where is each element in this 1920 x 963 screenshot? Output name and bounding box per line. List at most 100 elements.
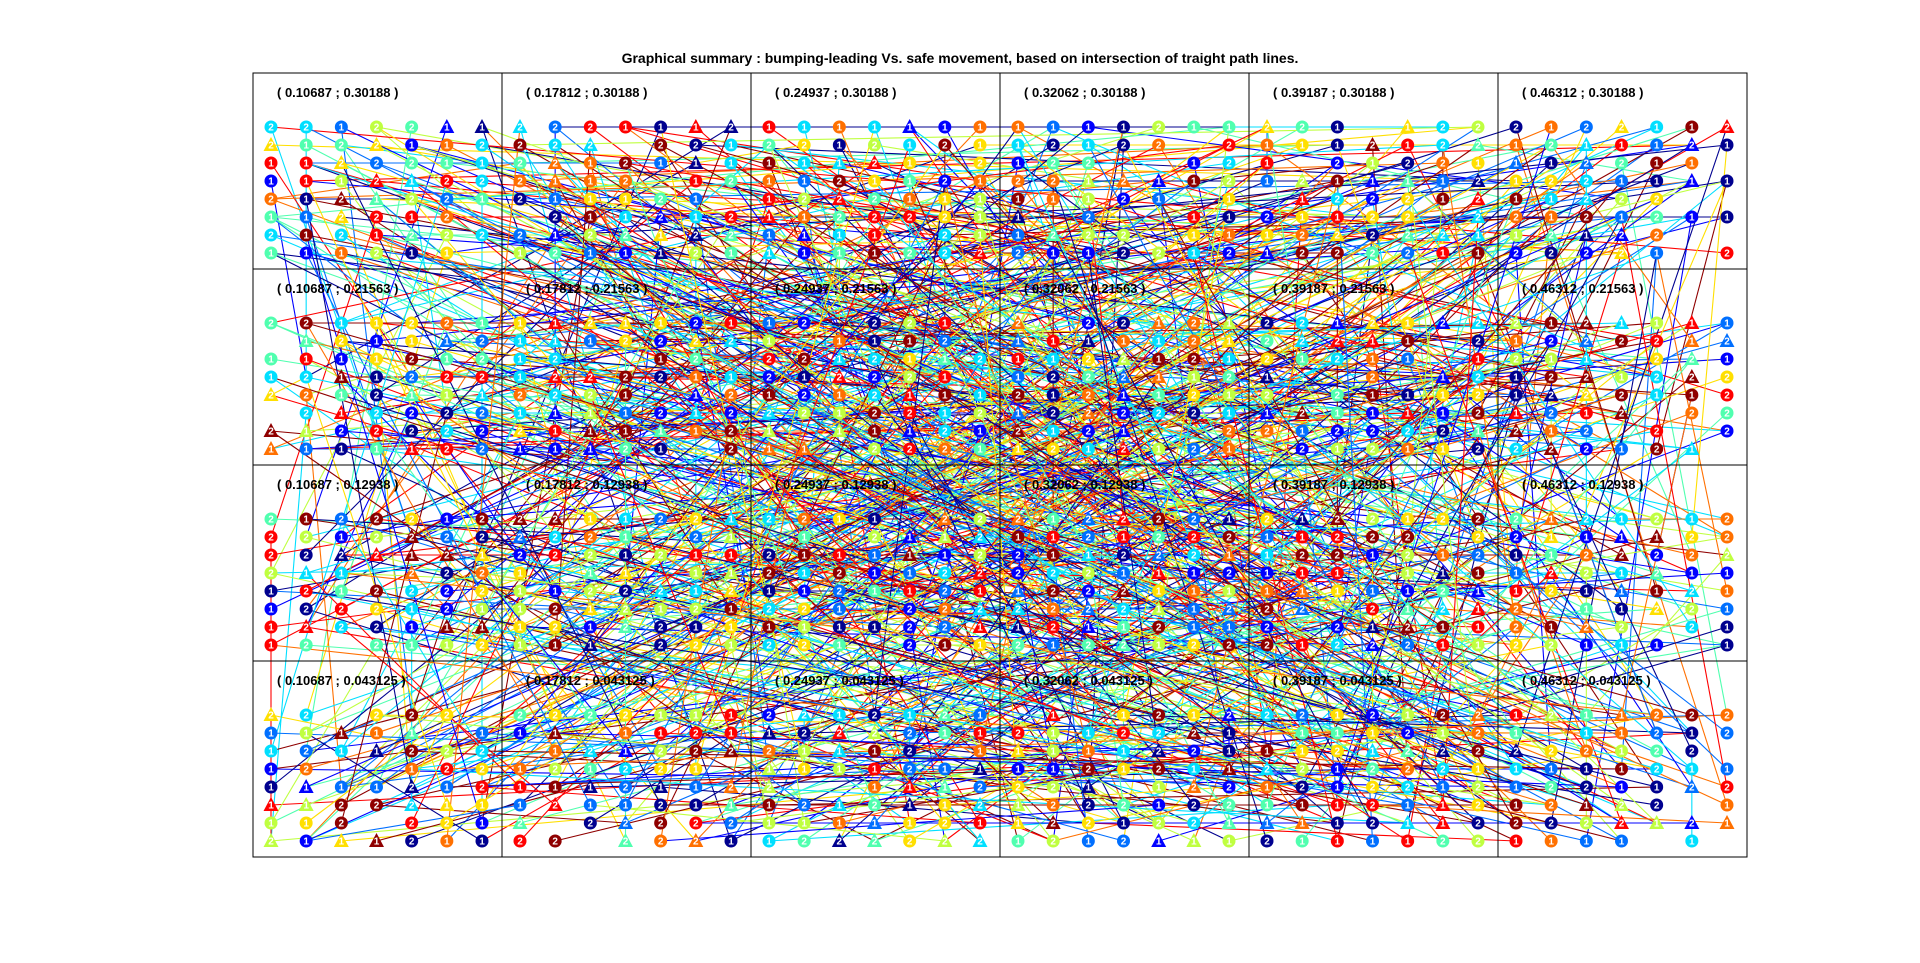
marker-label: 2: [942, 249, 948, 260]
triangle-marker: 2: [582, 315, 598, 330]
path-line: [1017, 180, 1338, 396]
marker-label: 2: [1015, 641, 1021, 652]
marker-label: 1: [872, 177, 878, 188]
marker-label: 1: [837, 551, 843, 562]
circle-marker: 1: [868, 566, 881, 580]
circle-marker: 1: [832, 620, 846, 634]
marker-label: 2: [1584, 445, 1590, 456]
triangle-marker: 1: [1684, 315, 1700, 330]
marker-label: 1: [1689, 213, 1695, 224]
marker-label: 2: [1405, 623, 1411, 634]
circle-marker: 2: [619, 762, 632, 776]
marker-label: 2: [268, 231, 274, 242]
circle-marker: 1: [1330, 584, 1344, 598]
marker-label: 2: [1440, 837, 1446, 848]
marker-label: 2: [766, 355, 772, 366]
marker-label: 2: [1264, 711, 1270, 722]
circle-marker: 1: [903, 156, 917, 170]
circle-marker: 2: [938, 602, 952, 616]
marker-label: 1: [588, 605, 594, 616]
circle-marker: 1: [405, 210, 419, 224]
marker-label: 2: [1475, 819, 1481, 830]
marker-label: 2: [1724, 409, 1730, 420]
marker-label: 1: [268, 177, 274, 188]
path-line: [768, 144, 1479, 824]
marker-label: 1: [942, 195, 948, 206]
triangle-marker: 2: [972, 245, 988, 260]
triangle-marker: 1: [1543, 529, 1559, 544]
marker-label: 2: [444, 711, 450, 722]
marker-label: 1: [1335, 213, 1341, 224]
marker-label: 1: [517, 355, 523, 366]
marker-label: 2: [693, 747, 699, 758]
marker-label: 2: [1086, 587, 1092, 598]
triangle-marker: 2: [1614, 245, 1629, 260]
marker-label: 1: [588, 249, 594, 260]
triangle-marker: 1: [1259, 815, 1275, 830]
marker-label: 2: [872, 159, 878, 170]
path-line: [270, 714, 447, 752]
circle-marker: 2: [583, 228, 597, 242]
path-line: [660, 714, 840, 770]
marker-label: 2: [658, 551, 664, 562]
circle-marker: 1: [548, 584, 562, 598]
triangle-marker: 1: [831, 797, 847, 812]
triangle-marker: 1: [547, 173, 563, 188]
marker-label: 1: [1299, 729, 1305, 740]
circle-marker: 1: [1366, 726, 1379, 740]
circle-marker: 2: [1011, 638, 1025, 652]
circle-marker: 1: [832, 406, 846, 420]
triangle-marker: 2: [263, 387, 279, 402]
marker-label: 2: [1724, 533, 1730, 544]
circle-marker: 1: [903, 566, 917, 580]
circle-marker: 1: [1509, 566, 1523, 580]
marker-label: 1: [977, 213, 983, 224]
circle-marker: 2: [405, 316, 419, 330]
path-line: [1017, 430, 1552, 842]
triangle-marker: 2: [1543, 441, 1559, 456]
marker-label: 2: [374, 605, 380, 616]
circle-marker: 1: [1260, 228, 1274, 242]
path-line: [1550, 252, 1658, 824]
circle-marker: 2: [1295, 228, 1309, 242]
marker-label: 1: [766, 623, 772, 634]
circle-marker: 1: [513, 620, 527, 634]
marker-label: 2: [444, 605, 450, 616]
marker-label: 1: [1086, 177, 1092, 188]
marker-label: 2: [588, 319, 594, 330]
marker-label: 1: [1156, 605, 1162, 616]
circle-marker: 1: [334, 120, 348, 134]
marker-label: 2: [1619, 195, 1625, 206]
circle-marker: 2: [1366, 442, 1379, 456]
triangle-marker: 2: [1116, 637, 1131, 652]
circle-marker: 1: [973, 228, 987, 242]
path-line: [730, 518, 1552, 752]
marker-label: 2: [1584, 515, 1590, 526]
circle-marker: 2: [1330, 424, 1344, 438]
circle-marker: 1: [1720, 210, 1734, 224]
marker-label: 2: [409, 195, 415, 206]
path-line: [874, 340, 1657, 752]
marker-label: 1: [658, 605, 664, 616]
marker-label: 1: [1584, 837, 1590, 848]
circle-marker: 1: [1544, 424, 1558, 438]
marker-label: 2: [444, 409, 450, 420]
path-line: [519, 376, 1479, 770]
marker-label: 1: [1440, 623, 1446, 634]
marker-label: 1: [1405, 605, 1411, 616]
circle-marker: 1: [1615, 762, 1628, 776]
circle-marker: 1: [1650, 120, 1664, 134]
circle-marker: 2: [1330, 638, 1344, 652]
marker-label: 1: [766, 319, 772, 330]
path-line: [590, 340, 1195, 592]
marker-label: 2: [1335, 533, 1341, 544]
path-line: [730, 750, 1622, 788]
marker-label: 2: [1513, 123, 1519, 134]
marker-label: 2: [766, 711, 772, 722]
triangle-marker: 2: [1684, 779, 1700, 794]
path-line: [979, 518, 1552, 716]
circle-marker: 1: [1471, 246, 1485, 260]
circle-marker: 1: [797, 566, 811, 580]
path-line: [341, 126, 1268, 574]
path-line: [376, 322, 945, 378]
